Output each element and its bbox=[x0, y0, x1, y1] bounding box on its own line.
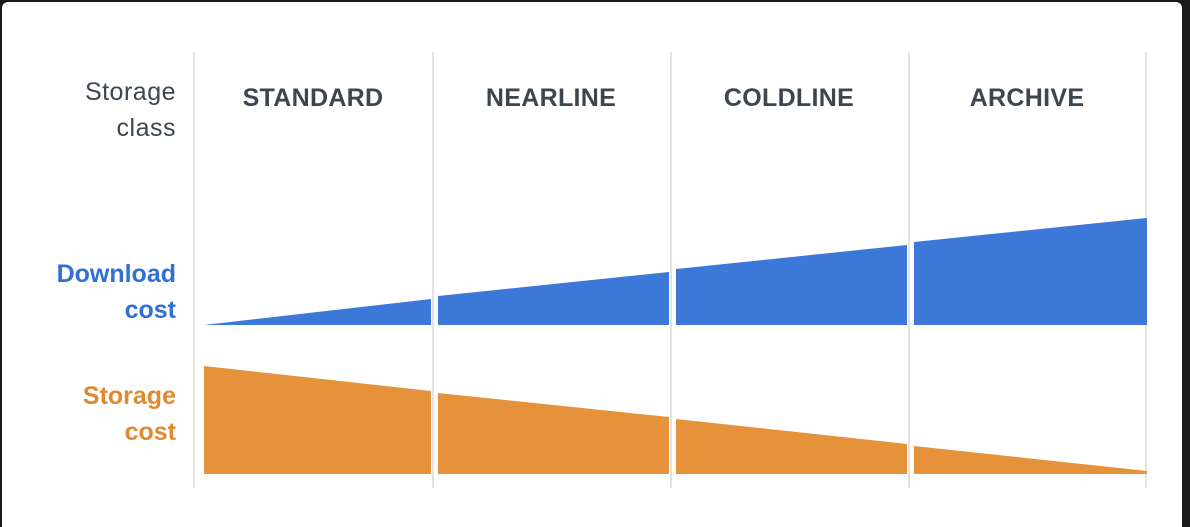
storage-cost-label-line2: cost bbox=[124, 418, 176, 446]
class-header-archive: ARCHIVE bbox=[969, 84, 1085, 112]
class-header-nearline: NEARLINE bbox=[485, 84, 617, 112]
storage-cost-segment-standard bbox=[204, 366, 431, 474]
storage-class-label-line2: class bbox=[116, 114, 176, 142]
download-cost-row-label: Download cost bbox=[57, 256, 176, 328]
download-cost-label-line2: cost bbox=[124, 296, 176, 324]
storage-cost-row-label: Storage cost bbox=[83, 378, 176, 450]
class-header-standard: STANDARD bbox=[242, 84, 384, 112]
storage-cost-label-line1: Storage bbox=[82, 382, 176, 410]
storage-class-label-line1: Storage bbox=[84, 78, 176, 106]
download-cost-segment-archive bbox=[914, 218, 1147, 325]
storage-class-row-label: Storage class bbox=[85, 74, 176, 146]
storage-cost-segment-nearline bbox=[438, 393, 669, 474]
download-cost-segment-nearline bbox=[438, 272, 669, 325]
download-cost-label-line1: Download bbox=[56, 260, 176, 288]
download-cost-segment-coldline bbox=[676, 245, 907, 325]
class-header-coldline: COLDLINE bbox=[723, 84, 855, 112]
storage-cost-segment-coldline bbox=[676, 419, 907, 474]
download-cost-segment-standard bbox=[204, 299, 431, 325]
storage-cost-segment-archive bbox=[914, 446, 1147, 474]
